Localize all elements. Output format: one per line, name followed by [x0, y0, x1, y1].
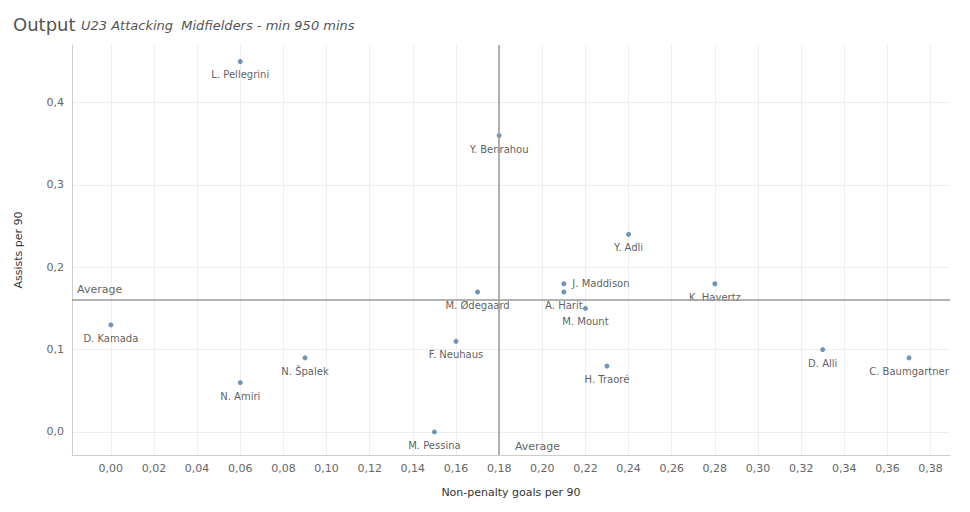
svg-text:0,1: 0,1 — [47, 343, 65, 356]
svg-text:U23 Attacking Midfielders - m: U23 Attacking Midfielders - min 950 mins — [81, 18, 355, 33]
svg-text:0,3: 0,3 — [47, 178, 65, 191]
svg-text:D. Kamada: D. Kamada — [83, 333, 138, 344]
svg-text:Average: Average — [77, 283, 122, 296]
svg-text:0,10: 0,10 — [314, 462, 339, 475]
svg-text:Y. Adli: Y. Adli — [613, 242, 643, 253]
svg-text:D. Alli: D. Alli — [808, 358, 837, 369]
svg-text:A. Harit: A. Harit — [545, 300, 583, 311]
svg-text:0,2: 0,2 — [47, 261, 65, 274]
svg-text:H. Traoré: H. Traoré — [585, 374, 630, 385]
svg-text:0,38: 0,38 — [918, 462, 943, 475]
svg-text:0,12: 0,12 — [357, 462, 382, 475]
svg-text:0,06: 0,06 — [228, 462, 253, 475]
svg-text:0,08: 0,08 — [271, 462, 296, 475]
svg-text:0,18: 0,18 — [487, 462, 512, 475]
svg-text:M. Pessina: M. Pessina — [408, 440, 460, 451]
svg-text:0,00: 0,00 — [99, 462, 124, 475]
svg-text:M. Mount: M. Mount — [562, 316, 608, 327]
svg-text:M. Ødegaard: M. Ødegaard — [445, 300, 509, 311]
svg-text:0,20: 0,20 — [530, 462, 555, 475]
svg-text:0,02: 0,02 — [142, 462, 167, 475]
svg-text:0,14: 0,14 — [401, 462, 426, 475]
svg-text:Assists per 90: Assists per 90 — [12, 211, 25, 288]
svg-text:0,26: 0,26 — [659, 462, 684, 475]
svg-text:Non-penalty goals per 90: Non-penalty goals per 90 — [441, 486, 580, 499]
svg-text:0,16: 0,16 — [444, 462, 469, 475]
svg-text:0,28: 0,28 — [703, 462, 728, 475]
svg-text:Output: Output — [13, 14, 76, 35]
svg-text:N. Amiri: N. Amiri — [220, 391, 260, 402]
svg-text:0,32: 0,32 — [789, 462, 814, 475]
svg-text:N. Špalek: N. Špalek — [281, 365, 329, 377]
svg-text:0,4: 0,4 — [47, 96, 65, 109]
svg-text:0,30: 0,30 — [746, 462, 771, 475]
svg-text:L. Pellegrini: L. Pellegrini — [211, 69, 269, 80]
svg-text:0,0: 0,0 — [47, 425, 65, 438]
svg-text:F. Neuhaus: F. Neuhaus — [429, 349, 484, 360]
svg-text:0,36: 0,36 — [875, 462, 900, 475]
svg-text:0,34: 0,34 — [832, 462, 857, 475]
svg-text:J. Maddison: J. Maddison — [571, 278, 629, 289]
svg-text:K. Havertz: K. Havertz — [689, 292, 741, 303]
svg-text:0,22: 0,22 — [573, 462, 598, 475]
svg-text:C. Baumgartner: C. Baumgartner — [869, 366, 949, 377]
svg-text:Average: Average — [515, 440, 560, 453]
svg-text:0,04: 0,04 — [185, 462, 210, 475]
svg-text:Y. Benrahou: Y. Benrahou — [469, 143, 529, 155]
svg-text:0,24: 0,24 — [616, 462, 641, 475]
